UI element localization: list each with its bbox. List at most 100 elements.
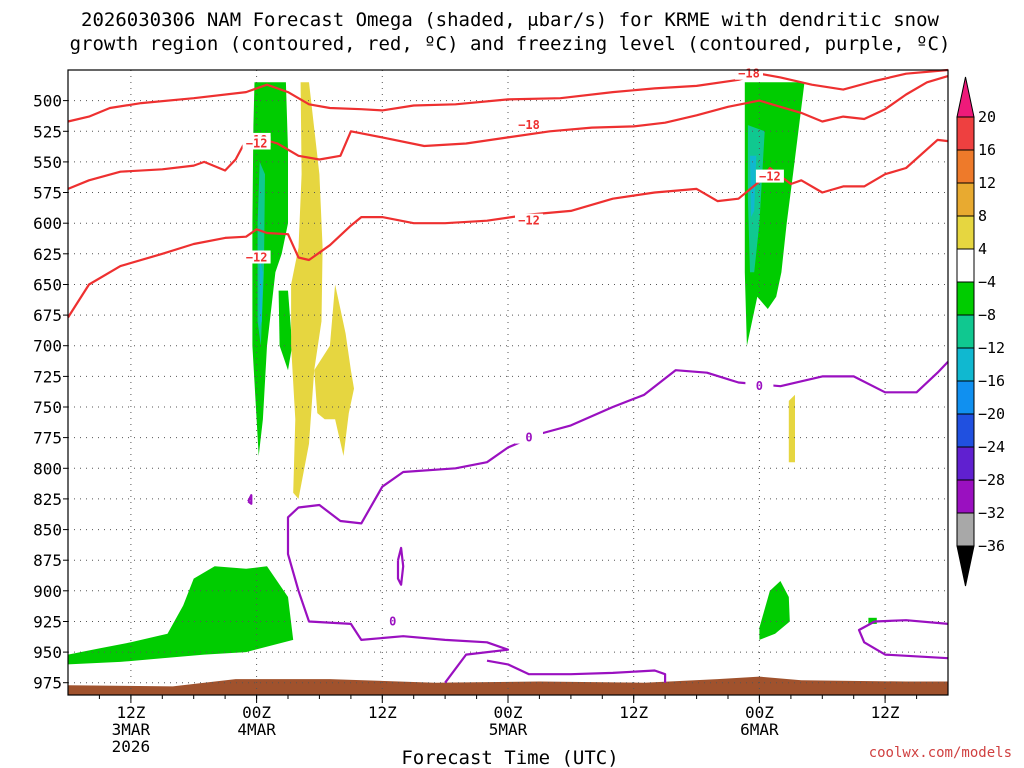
colorbar-band-11 bbox=[956, 446, 975, 481]
contour-label-bg-freezing-level-0C-2 bbox=[378, 614, 407, 628]
contour-label-freezing-level-0C-2: 0 bbox=[389, 615, 396, 629]
colorbar-tick-label-0: 20 bbox=[978, 108, 996, 126]
x-tick-label-66-1: 6MAR bbox=[740, 720, 779, 739]
y-tick-label-900: 900 bbox=[33, 582, 62, 601]
x-tick-label-6-0: 12Z bbox=[116, 703, 145, 722]
contour-freezing-level-0C bbox=[286, 360, 949, 684]
contour-lines bbox=[67, 68, 949, 684]
colorbar-band-13 bbox=[956, 512, 975, 547]
y-axis: 500 525 550 575 600 625 650 675 700 725 750 775 800 8… bbox=[33, 92, 68, 693]
y-tick-label-875: 875 bbox=[33, 551, 62, 570]
contour-label-dendritic-upper-12C-lower-branch-1: −12 bbox=[759, 170, 781, 184]
shaded-region-omega-pos-4-blip-6mar bbox=[788, 394, 795, 463]
y-tick-label-925: 925 bbox=[33, 613, 62, 632]
colorbar-band-1 bbox=[956, 116, 975, 151]
shaded-region-omega-neg-4-lowlevel-3mar bbox=[68, 566, 294, 665]
contour-dendritic-upper-18C bbox=[67, 68, 949, 123]
contour-label-dendritic-upper-12C-lower-branch-0: −12 bbox=[246, 137, 268, 151]
y-tick-label-675: 675 bbox=[33, 306, 62, 325]
colorbar-band-12 bbox=[956, 479, 975, 514]
colorbar-tick-label-4: 4 bbox=[978, 240, 987, 258]
colorbar-band-10 bbox=[956, 413, 975, 448]
contour-label-bg-freezing-level-0C-1 bbox=[745, 379, 774, 393]
y-tick-label-750: 750 bbox=[33, 398, 62, 417]
x-tick-label-18-0: 00Z bbox=[242, 703, 271, 722]
contour-freezing-level-0C-east bbox=[857, 619, 949, 660]
y-tick-label-950: 950 bbox=[33, 643, 62, 662]
chart-title-line-1: 2026030306 NAM Forecast Omega (shaded, μ… bbox=[81, 9, 939, 31]
contour-label-bg-freezing-level-0C-0 bbox=[515, 430, 543, 444]
colorbar-band-8 bbox=[956, 347, 975, 382]
shaded-region-omega-neg-4-blob-4mar-mid bbox=[278, 290, 293, 371]
chart-title-line-2: growth region (contoured, red, ºC) and f… bbox=[70, 33, 951, 55]
colorbar-band-2 bbox=[956, 149, 975, 184]
contour-label-dendritic-upper-18C-2: −18 bbox=[738, 67, 760, 81]
contour-dendritic-upper-12C-lower-branch bbox=[67, 75, 949, 190]
x-tick-label-42-0: 00Z bbox=[494, 703, 523, 722]
contour-freezing-level-0C-speck2 bbox=[396, 546, 405, 586]
x-tick-label-78-0: 12Z bbox=[871, 703, 900, 722]
colorbar-top-arrow bbox=[956, 76, 975, 118]
x-tick-label-54-0: 12Z bbox=[619, 703, 648, 722]
x-axis-label: Forecast Time (UTC) bbox=[401, 747, 618, 768]
shaded-region-terrain-ground bbox=[68, 676, 948, 695]
y-tick-label-525: 525 bbox=[33, 122, 62, 141]
contour-freezing-level-0C-speck bbox=[247, 494, 253, 505]
colorbar-tick-label-1: 16 bbox=[978, 141, 996, 159]
colorbar-tick-label-11: −28 bbox=[978, 471, 1005, 489]
x-tick-label-18-1: 4MAR bbox=[237, 720, 276, 739]
contour-freezing-level-0C-low-branch bbox=[486, 659, 667, 683]
credit-text: coolwx.com/models bbox=[869, 745, 1012, 761]
y-tick-label-500: 500 bbox=[33, 92, 62, 111]
colorbar-band-4 bbox=[956, 215, 975, 250]
y-tick-label-850: 850 bbox=[33, 521, 62, 540]
shaded-region-omega-pos-4-tail-4mar bbox=[314, 284, 354, 456]
colorbar-tick-label-8: −16 bbox=[978, 372, 1005, 390]
x-tick-label-6-1: 3MAR bbox=[112, 720, 151, 739]
colorbar-band-3 bbox=[956, 182, 975, 217]
x-tick-label-66-0: 00Z bbox=[745, 703, 774, 722]
y-tick-label-625: 625 bbox=[33, 245, 62, 264]
colorbar-tick-label-10: −24 bbox=[978, 438, 1005, 456]
y-tick-label-825: 825 bbox=[33, 490, 62, 509]
y-tick-label-700: 700 bbox=[33, 337, 62, 356]
contour-label-bg-dendritic-upper-12C-lower-branch-1 bbox=[755, 169, 784, 183]
y-tick-label-650: 650 bbox=[33, 276, 62, 295]
colorbar-bottom-arrow bbox=[956, 545, 975, 587]
colorbar-band-9 bbox=[956, 380, 975, 415]
colorbar-tick-label-13: −36 bbox=[978, 537, 1005, 555]
colorbar-tick-label-7: −12 bbox=[978, 339, 1005, 357]
colorbar-tick-label-9: −20 bbox=[978, 405, 1005, 423]
x-tick-label-30-0: 12Z bbox=[368, 703, 397, 722]
colorbar-band-5 bbox=[956, 248, 975, 283]
shaded-region-omega-neg-4-blob-6mar-low bbox=[759, 581, 790, 640]
contour-label-dendritic-lower-12C-0: −12 bbox=[246, 251, 268, 265]
colorbar: 20 16 12 8 4 −4 −8 −12 −16 −20 −24 −28 −32 −36 bbox=[956, 76, 1005, 587]
colorbar-tick-label-12: −32 bbox=[978, 504, 1005, 522]
colorbar-band-7 bbox=[956, 314, 975, 349]
colorbar-tick-label-2: 12 bbox=[978, 174, 996, 192]
y-tick-label-725: 725 bbox=[33, 367, 62, 386]
contour-label-bg-dendritic-upper-12C-lower-branch-2 bbox=[515, 213, 543, 227]
contour-label-bg-dendritic-upper-18C-1 bbox=[515, 118, 543, 132]
y-tick-label-975: 975 bbox=[33, 674, 62, 693]
x-tick-label-42-1: 5MAR bbox=[489, 720, 528, 739]
contour-label-bg-dendritic-upper-12C-lower-branch-0 bbox=[242, 136, 271, 150]
colorbar-tick-label-6: −8 bbox=[978, 306, 996, 324]
contour-label-bg-dendritic-lower-12C-0 bbox=[242, 250, 271, 264]
contour-label-freezing-level-0C-0: 0 bbox=[525, 431, 532, 445]
y-tick-label-800: 800 bbox=[33, 459, 62, 478]
y-tick-label-600: 600 bbox=[33, 214, 62, 233]
contour-label-dendritic-upper-12C-lower-branch-2: −12 bbox=[518, 214, 540, 228]
y-tick-label-575: 575 bbox=[33, 184, 62, 203]
contour-label-freezing-level-0C-1: 0 bbox=[756, 379, 763, 393]
contour-dendritic-lower-12C bbox=[67, 138, 949, 319]
y-tick-label-550: 550 bbox=[33, 153, 62, 172]
colorbar-band-6 bbox=[956, 281, 975, 316]
colorbar-tick-label-3: 8 bbox=[978, 207, 987, 225]
y-tick-label-775: 775 bbox=[33, 429, 62, 448]
shaded-region-omega-pos-4-plume-4mar bbox=[291, 82, 323, 499]
